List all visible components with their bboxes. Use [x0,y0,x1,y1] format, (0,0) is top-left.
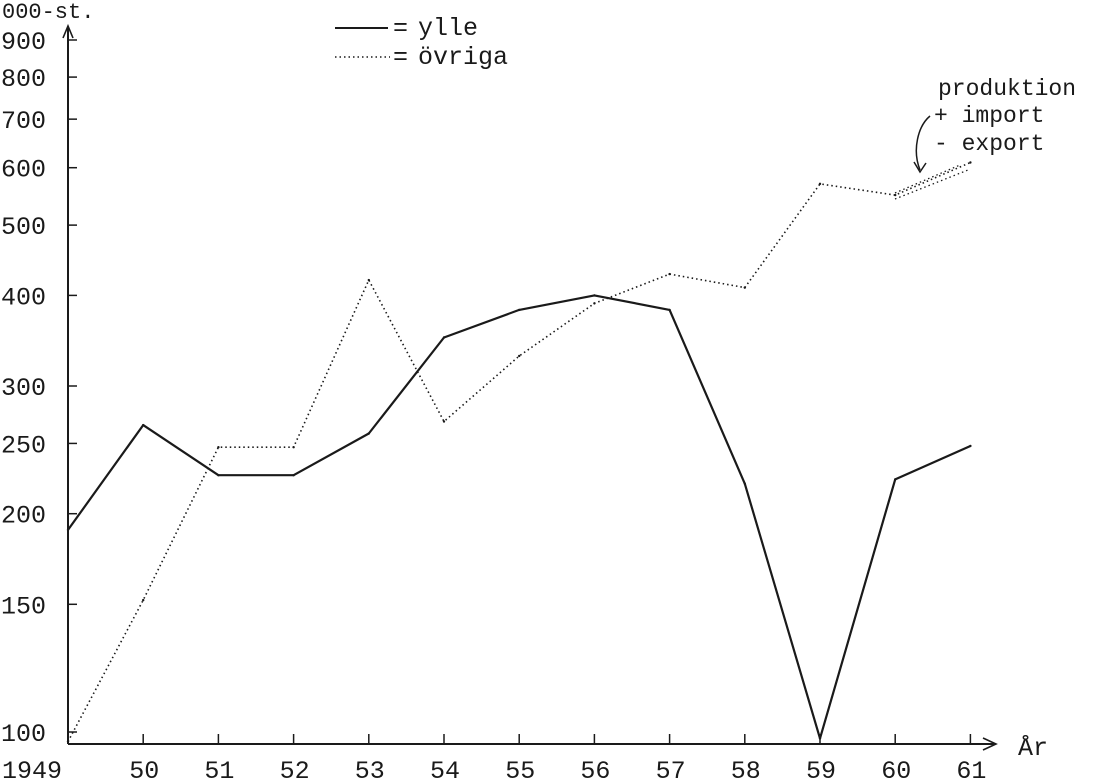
x-tick-label: 58 [731,757,761,782]
y-tick-label: 500 [1,213,46,242]
data-point-ylle [818,737,822,740]
data-point-ovriga [292,446,295,449]
annotation-arrow [915,115,931,171]
y-tick-label: 800 [1,65,46,94]
legend-label-ovriga: övriga [418,43,508,72]
legend: = ylle = övriga [335,14,508,72]
data-point-ylle [894,478,897,481]
x-tick-label: 50 [129,757,159,782]
x-tick-label: 56 [580,757,610,782]
x-tick-label: 59 [806,757,836,782]
x-tick-label: 52 [280,757,310,782]
y-tick-label: 400 [1,283,46,312]
annotation-bracket [894,164,969,200]
y-tick-label: 150 [1,592,46,621]
data-point-ovriga [442,420,446,423]
annotation-line-1: produktion [938,76,1076,102]
y-tick-label: 100 [1,720,46,749]
x-tick-label: 51 [204,757,234,782]
annotation: produktion + import - export [894,76,1076,200]
annotation-line-3: - export [934,131,1044,157]
y-tick-label: 300 [1,374,46,403]
data-point-ylle [518,308,521,312]
data-point-ovriga [668,272,671,276]
data-point-ylle [593,294,596,297]
data-point-ylle [367,432,370,435]
data-point-ovriga [969,161,972,164]
data-point-ovriga [66,740,70,743]
data-point-ovriga [818,182,822,186]
data-point-ylle [217,474,220,477]
x-tick-label: 60 [881,757,911,782]
x-tick-label: 57 [656,757,686,782]
series-line-ovriga [67,161,971,742]
legend-equals-ovriga: = [393,43,408,72]
data-point-ovriga [894,193,897,197]
x-tick-label: 1949 [2,757,62,782]
data-point-ylle [668,308,671,312]
y-tick-label: 200 [1,502,46,531]
y-axis-ticks: 100 150 200 250 300 400 500 600 700 800 900 [1,28,77,749]
y-tick-label: 900 [1,28,46,57]
y-tick-label: 700 [1,107,46,136]
data-point-ylle [442,336,446,339]
axes [62,23,998,751]
x-tick-label: 61 [956,757,986,782]
x-axis-label: År [1018,733,1048,763]
y-axis-arrowhead [62,23,74,39]
data-point-ylle [969,444,972,448]
x-tick-label: 55 [505,757,535,782]
series-lines [66,161,972,743]
series-line-ylle [67,294,971,740]
annotation-arrowhead [913,161,927,174]
data-point-ovriga [142,598,145,602]
x-axis-ticks: 1949 50 51 52 53 54 55 56 57 58 59 60 61 [2,734,986,782]
x-axis-arrowhead [982,737,998,751]
x-tick-label: 53 [355,757,385,782]
data-point-ovriga [518,354,521,358]
data-point-ylle [66,528,70,532]
y-axis-unit-label: 000-st. [2,0,94,25]
legend-equals-ylle: = [393,14,408,43]
data-point-ylle [743,482,746,485]
data-point-ovriga [217,446,220,449]
y-tick-label: 600 [1,156,46,185]
data-point-ylle [292,474,295,477]
x-tick-label: 54 [430,757,460,782]
data-point-ylle [142,423,145,427]
legend-label-ylle: ylle [418,14,478,43]
y-tick-label: 250 [1,431,46,460]
data-point-ovriga [367,278,370,282]
data-point-ovriga [593,302,596,305]
data-point-ovriga [743,286,746,289]
annotation-line-2: + import [934,103,1044,129]
